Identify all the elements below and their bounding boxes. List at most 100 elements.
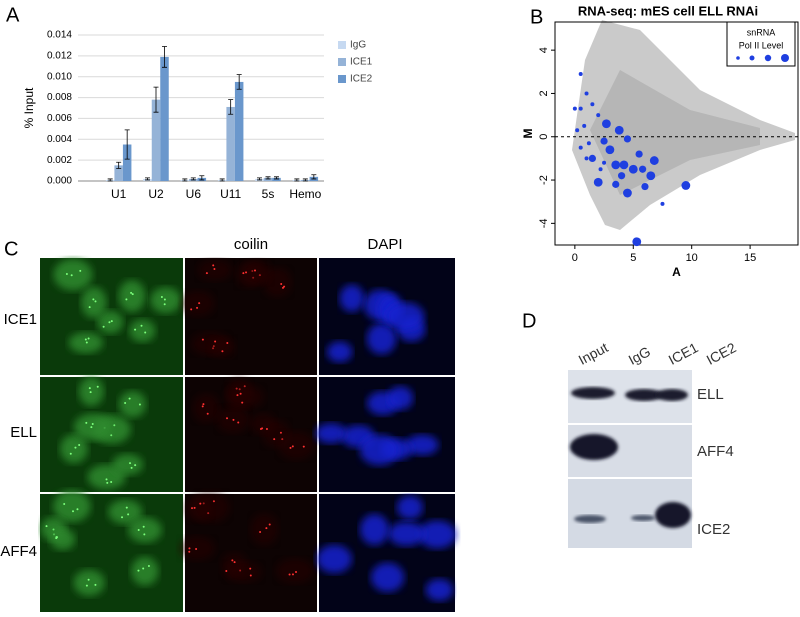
speckle <box>259 530 262 533</box>
nucleus <box>385 302 425 331</box>
speckle <box>147 564 150 567</box>
speckle <box>160 296 163 299</box>
legend-title: snRNA <box>747 27 776 37</box>
nucleus <box>60 434 88 464</box>
nucleus <box>184 494 213 522</box>
panel-label: B <box>530 6 543 28</box>
speckle <box>201 405 204 408</box>
point <box>600 137 608 145</box>
point <box>612 180 620 188</box>
speckle <box>163 303 166 306</box>
band <box>574 515 606 523</box>
speckle <box>72 510 75 513</box>
speckle <box>127 513 130 516</box>
speckle <box>213 268 216 271</box>
error-bar <box>257 177 262 181</box>
x-tick-label: 10 <box>686 252 698 264</box>
point <box>584 156 589 161</box>
error-bar <box>228 99 234 115</box>
speckle <box>188 550 191 553</box>
nucleus <box>131 556 159 586</box>
speckle <box>131 293 134 296</box>
nucleus <box>108 499 143 525</box>
error-bar <box>107 178 113 182</box>
point <box>575 128 580 133</box>
speckle <box>242 272 245 275</box>
speckle <box>226 341 229 344</box>
error-bar <box>116 161 122 169</box>
nucleus <box>112 454 144 475</box>
speckle <box>90 426 93 429</box>
speckle <box>193 506 196 509</box>
speckle <box>302 445 305 448</box>
speckle <box>88 306 91 309</box>
nucleus <box>425 578 454 602</box>
point <box>619 160 629 170</box>
point <box>614 125 624 135</box>
speckle <box>199 502 202 505</box>
error-bar <box>162 46 167 68</box>
bar <box>160 56 169 181</box>
speckle <box>241 401 244 404</box>
chart-title: RNA-seq: mES cell ELL RNAi <box>578 3 758 18</box>
panel-label: D <box>522 310 536 332</box>
speckle <box>69 452 72 455</box>
nucleus <box>236 261 265 288</box>
nucleus <box>128 517 162 543</box>
nucleus <box>181 290 215 317</box>
x-tick-label: U2 <box>148 187 164 201</box>
speckle <box>231 559 234 562</box>
speckle <box>236 394 239 397</box>
x-tick-label: 15 <box>744 252 756 264</box>
microscopy <box>40 258 457 612</box>
speckle <box>45 525 48 528</box>
error-bar <box>190 177 196 181</box>
speckle <box>78 443 81 446</box>
error-bar <box>265 176 271 180</box>
nucleus <box>225 384 264 409</box>
speckle <box>239 392 242 395</box>
band <box>631 515 655 521</box>
legend-dot <box>781 54 789 62</box>
speckle <box>221 350 224 353</box>
error-bar <box>236 74 242 90</box>
bar <box>151 99 161 181</box>
point <box>602 160 607 165</box>
speckle <box>102 325 105 328</box>
speckle <box>91 422 94 425</box>
point <box>628 164 638 174</box>
point <box>646 171 656 181</box>
speckle <box>138 403 141 406</box>
speckle <box>212 500 215 503</box>
point <box>641 182 649 191</box>
speckle <box>226 417 229 420</box>
nucleus <box>129 319 156 343</box>
point <box>660 201 665 206</box>
row-label: ICE1 <box>4 311 37 328</box>
speckle <box>88 387 91 390</box>
speckle <box>106 481 109 484</box>
y-tick-label: 0 <box>538 134 550 140</box>
error-bar <box>124 129 130 160</box>
nucleus <box>405 434 439 456</box>
nucleus <box>359 434 400 466</box>
speckle <box>74 446 77 449</box>
nucleus <box>221 552 247 578</box>
legend-swatch <box>338 75 346 83</box>
column-header: DAPI <box>367 236 402 253</box>
nucleus <box>208 337 236 358</box>
speckle <box>110 480 113 483</box>
point <box>578 106 583 111</box>
speckle <box>279 431 282 434</box>
nucleus <box>370 562 405 592</box>
speckle <box>196 306 199 309</box>
panel-label: A <box>6 4 20 26</box>
legend-label: ICE2 <box>350 74 373 85</box>
band-label: ICE2 <box>697 521 730 538</box>
x-axis-label: A <box>672 265 681 279</box>
speckle <box>254 269 257 272</box>
point <box>578 71 583 76</box>
speckle <box>249 574 252 577</box>
speckle <box>92 298 95 301</box>
band-label: AFF4 <box>697 443 734 460</box>
